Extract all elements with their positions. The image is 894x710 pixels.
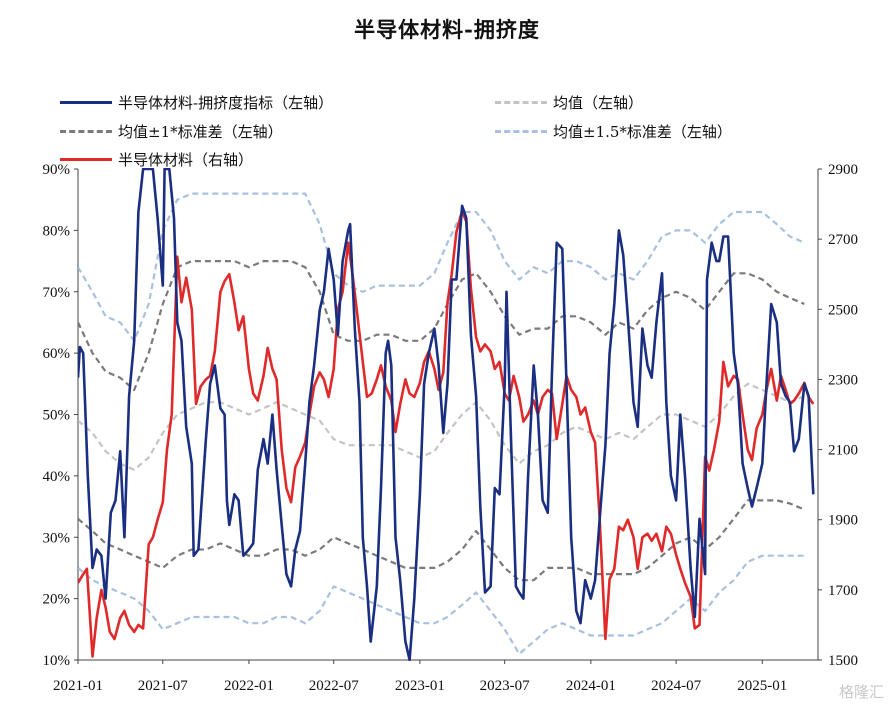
legend-swatch-band1 <box>60 129 112 133</box>
left-tick-label: 20% <box>43 592 71 608</box>
chart-title: 半导体材料-拥挤度 <box>354 17 540 42</box>
legend-swatch-band15 <box>495 129 547 133</box>
watermark: 格隆汇 <box>838 683 884 701</box>
x-tick-label: 2024-01 <box>566 678 616 694</box>
legend-item-crowding: 半导体材料-拥挤度指标（左轴） <box>60 92 333 112</box>
left-tick-label: 30% <box>43 530 71 546</box>
x-tick-label: 2024-07 <box>651 678 701 694</box>
left-tick-label: 80% <box>43 223 71 239</box>
left-tick-label: 10% <box>43 653 71 669</box>
series-line-mean <box>78 382 805 471</box>
right-tick-label: 1500 <box>828 653 858 669</box>
legend-item-band1: 均值±1*标准差（左轴） <box>60 121 283 141</box>
right-tick-label: 1700 <box>828 583 858 599</box>
legend-label-band15: 均值±1.5*标准差（左轴） <box>553 122 732 141</box>
right-tick-label: 2100 <box>828 443 858 459</box>
left-tick-label: 50% <box>43 408 71 424</box>
right-tick-label: 2300 <box>828 372 858 388</box>
right-tick-label: 2900 <box>828 162 858 178</box>
right-tick-label: 1900 <box>828 513 858 529</box>
right-tick-label: 2500 <box>828 302 858 318</box>
legend-item-mean: 均值（左轴） <box>495 92 643 112</box>
series-line-upper1 <box>78 260 805 391</box>
series-line-lower15 <box>78 554 805 656</box>
left-tick-label: 90% <box>43 162 71 178</box>
left-tick-label: 70% <box>43 285 71 301</box>
x-tick-label: 2022-07 <box>309 678 359 694</box>
series-line-lower1 <box>78 499 805 582</box>
legend-item-band15: 均值±1.5*标准差（左轴） <box>495 121 732 141</box>
legend-swatch-crowding <box>60 100 112 104</box>
x-tick-label: 2023-01 <box>395 678 445 694</box>
x-tick-label: 2022-01 <box>224 678 274 694</box>
series-line-upper15 <box>78 192 805 342</box>
legend-swatch-price <box>60 157 112 161</box>
left-tick-label: 60% <box>43 346 71 362</box>
legend-label-mean: 均值（左轴） <box>553 93 644 112</box>
legend-swatch-mean <box>495 100 547 104</box>
legend-item-price: 半导体材料（右轴） <box>60 149 253 169</box>
series-line-price <box>78 209 815 658</box>
legend-label-band1: 均值±1*标准差（左轴） <box>118 122 283 141</box>
right-tick-label: 2700 <box>828 232 858 248</box>
x-tick-label: 2021-01 <box>53 678 103 694</box>
left-tick-label: 40% <box>43 469 71 485</box>
legend-label-price: 半导体材料（右轴） <box>118 150 254 169</box>
x-tick-label: 2023-07 <box>480 678 530 694</box>
x-tick-label: 2021-07 <box>138 678 188 694</box>
series-line-crowding <box>78 168 815 661</box>
x-tick-label: 2025-01 <box>737 678 787 694</box>
legend-label-crowding: 半导体材料-拥挤度指标（左轴） <box>118 93 334 112</box>
